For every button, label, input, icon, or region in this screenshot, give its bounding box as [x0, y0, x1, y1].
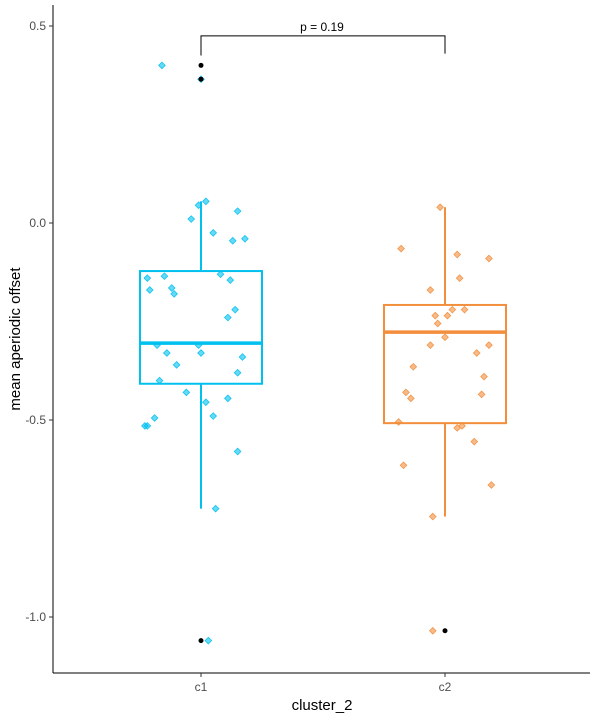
data-point — [150, 414, 159, 422]
data-point — [428, 512, 437, 521]
data-point — [209, 228, 218, 237]
data-point — [399, 461, 408, 470]
data-point — [460, 305, 469, 314]
data-point — [167, 284, 176, 292]
y-tick-label: -0.5 — [25, 413, 46, 427]
data-point — [428, 626, 437, 635]
data-point — [231, 305, 240, 314]
data-point — [480, 372, 488, 381]
outliers-c2 — [442, 628, 448, 634]
data-point — [172, 360, 181, 369]
y-tick-label: 0.0 — [29, 216, 46, 230]
data-point — [458, 422, 466, 430]
data-point — [436, 203, 444, 212]
y-tick-label: 0.5 — [29, 19, 46, 33]
data-point — [194, 201, 203, 210]
data-point — [441, 333, 449, 342]
data-point — [426, 341, 435, 350]
data-point — [155, 376, 164, 385]
iqr-box — [383, 303, 507, 425]
data-point — [223, 394, 232, 403]
jitter-c2 — [394, 203, 496, 635]
x-axis-title: cluster_2 — [292, 697, 353, 714]
data-point — [209, 412, 218, 420]
data-point — [233, 447, 242, 456]
data-point — [226, 276, 235, 284]
y-axis-title: mean aperiodic offset — [7, 267, 24, 411]
data-point — [233, 368, 242, 377]
x-ticks: c1 c2 — [195, 673, 452, 694]
data-point — [402, 388, 410, 397]
data-point — [394, 418, 403, 426]
iqr-box — [139, 270, 263, 385]
data-point — [162, 349, 171, 357]
data-point — [194, 341, 203, 350]
data-point — [211, 504, 220, 513]
data-point — [397, 244, 405, 253]
data-point — [485, 341, 493, 350]
data-point — [431, 311, 440, 320]
data-point — [477, 390, 486, 399]
data-point — [426, 286, 435, 294]
data-point — [409, 362, 418, 371]
data-point — [160, 272, 169, 281]
significance-annotation: p = 0.19 — [200, 20, 446, 56]
outlier-point — [442, 628, 448, 634]
outliers-c1 — [198, 62, 204, 644]
data-point — [153, 341, 161, 350]
data-point — [406, 394, 415, 403]
data-point — [158, 61, 166, 70]
data-point — [223, 313, 232, 322]
data-point — [197, 349, 205, 357]
data-point — [238, 353, 247, 361]
p-value-label: p = 0.19 — [300, 20, 344, 34]
jitter-c1 — [141, 61, 249, 645]
significance-bracket — [200, 35, 446, 56]
data-point — [182, 388, 191, 397]
data-point — [443, 311, 452, 320]
data-point — [204, 636, 213, 645]
x-tick-label-c1: c1 — [195, 680, 208, 694]
data-point — [455, 274, 464, 283]
data-point — [453, 250, 462, 259]
data-point — [487, 481, 496, 489]
outlier-point — [198, 62, 204, 68]
data-point — [170, 290, 179, 298]
data-point — [433, 319, 442, 328]
data-point — [143, 422, 152, 430]
data-point — [485, 254, 493, 263]
box-c1 — [139, 201, 263, 509]
data-point — [241, 234, 249, 243]
outlier-point — [198, 638, 204, 644]
data-point — [187, 215, 196, 223]
data-point — [470, 437, 479, 446]
data-point — [202, 197, 210, 206]
y-ticks: 0.5 0.0 -0.5 -1.0 — [25, 19, 53, 624]
data-point — [202, 398, 210, 407]
plot-area — [139, 61, 507, 645]
data-point — [228, 236, 237, 245]
data-point — [145, 286, 154, 294]
x-tick-label-c2: c2 — [439, 680, 452, 694]
data-point — [143, 274, 152, 283]
data-point — [216, 270, 225, 279]
y-tick-label: -1.0 — [25, 610, 46, 624]
data-point — [448, 305, 457, 314]
data-point — [233, 207, 242, 216]
box-c2 — [383, 207, 507, 517]
outlier-point — [198, 76, 204, 82]
data-point — [472, 349, 481, 357]
